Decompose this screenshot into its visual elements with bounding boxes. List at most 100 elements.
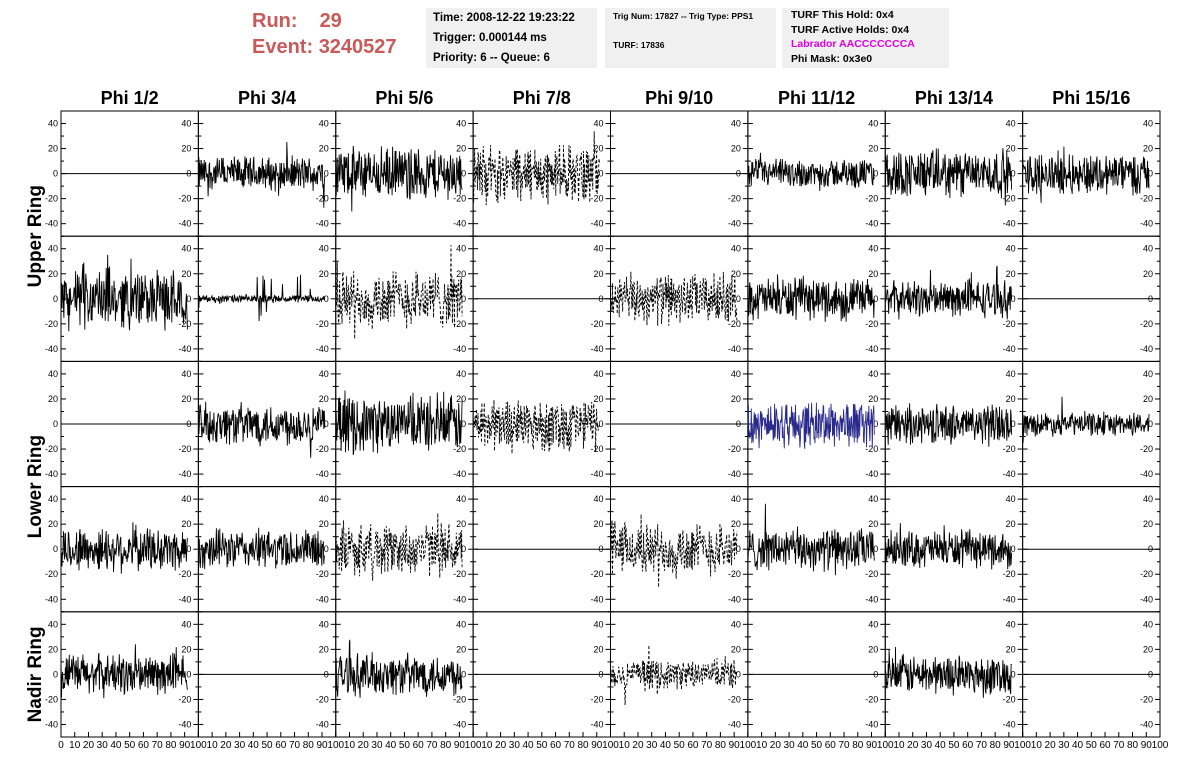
y-tick-label: 20: [319, 394, 329, 404]
x-tick-label: 10: [481, 740, 493, 751]
y-tick-label: -40: [316, 594, 329, 604]
x-tick-label: 100: [190, 740, 207, 751]
y-tick-label: -20: [453, 694, 466, 704]
x-tick-label: 100: [740, 740, 757, 751]
y-tick-label: -40: [728, 594, 741, 604]
y-tick-label: -40: [316, 344, 329, 354]
event-row: Event: 3240527: [252, 34, 397, 60]
y-tick-label: -20: [1140, 194, 1153, 204]
y-tick-label: -20: [45, 194, 58, 204]
y-tick-label: 20: [319, 519, 329, 529]
turf-info-box: TURF This Hold: 0x4 TURF Active Holds: 0…: [782, 8, 949, 68]
y-tick-label: -20: [1003, 194, 1016, 204]
y-tick-label: -40: [178, 719, 191, 729]
y-tick-label: -20: [590, 194, 603, 204]
y-tick-label: -20: [45, 444, 58, 454]
y-tick-label: 20: [868, 519, 878, 529]
run-event-box: Run: 29 Event: 3240527: [252, 8, 397, 60]
x-tick-label: 90: [729, 740, 741, 751]
y-tick-label: 40: [48, 619, 58, 629]
y-tick-label: -40: [590, 469, 603, 479]
x-tick-label: 40: [797, 740, 809, 751]
column-header: Phi 15/16: [1052, 88, 1130, 108]
y-tick-label: 0: [736, 669, 741, 679]
y-tick-label: 40: [731, 494, 741, 504]
event-value: 3240527: [318, 36, 397, 58]
x-tick-label: 20: [1045, 740, 1057, 751]
y-tick-label: 40: [593, 369, 603, 379]
trig-info-box: Trig Num: 17827 -- Trig Type: PPS1 TURF:…: [605, 8, 776, 68]
y-tick-label: -20: [45, 569, 58, 579]
y-tick-label: -20: [1003, 694, 1016, 704]
y-tick-label: -20: [178, 569, 191, 579]
y-tick-label: 0: [1011, 669, 1016, 679]
y-tick-label: 20: [593, 144, 603, 154]
time-info-box: Time: 2008-12-22 19:23:22 Trigger: 0.000…: [426, 8, 597, 68]
y-tick-label: -20: [45, 319, 58, 329]
y-tick-label: 40: [181, 369, 191, 379]
y-tick-label: 0: [598, 169, 603, 179]
run-label: Run:: [252, 10, 298, 32]
y-tick-label: 40: [48, 494, 58, 504]
y-tick-label: -20: [1140, 444, 1153, 454]
y-tick-label: 0: [53, 294, 58, 304]
y-tick-label: 0: [461, 669, 466, 679]
y-tick-label: -40: [178, 469, 191, 479]
x-tick-label: 50: [948, 740, 960, 751]
x-tick-label: 90: [591, 740, 603, 751]
x-tick-label: 40: [935, 740, 947, 751]
y-tick-label: -40: [590, 594, 603, 604]
x-tick-label: 100: [602, 740, 619, 751]
waveform-trace: [1022, 396, 1150, 443]
y-tick-label: 20: [319, 269, 329, 279]
y-tick-label: 20: [593, 644, 603, 654]
y-tick-label: 40: [181, 619, 191, 629]
x-tick-label: 60: [1099, 740, 1111, 751]
y-tick-label: 40: [319, 119, 329, 129]
y-tick-label: 0: [324, 419, 329, 429]
y-tick-label: 20: [48, 519, 58, 529]
x-tick-label: 40: [248, 740, 260, 751]
y-tick-label: 40: [1006, 619, 1016, 629]
y-tick-label: 20: [456, 394, 466, 404]
x-tick-label: 10: [207, 740, 219, 751]
y-tick-label: 20: [48, 144, 58, 154]
y-tick-label: 0: [598, 419, 603, 429]
y-tick-label: -40: [45, 344, 58, 354]
y-tick-label: -40: [728, 344, 741, 354]
waveform-trace: [197, 274, 326, 322]
y-tick-label: 0: [461, 544, 466, 554]
y-tick-label: -20: [728, 444, 741, 454]
y-tick-label: 20: [731, 519, 741, 529]
y-tick-label: -20: [1140, 319, 1153, 329]
x-tick-label: 30: [1058, 740, 1070, 751]
y-tick-label: -40: [1140, 219, 1153, 229]
y-tick-label: 40: [456, 119, 466, 129]
y-tick-label: 20: [1143, 394, 1153, 404]
y-tick-label: -40: [1003, 219, 1016, 229]
row-label: Lower Ring: [25, 435, 46, 538]
y-tick-label: 40: [1006, 369, 1016, 379]
y-tick-label: 0: [873, 419, 878, 429]
y-tick-label: 0: [53, 544, 58, 554]
x-tick-label: 10: [344, 740, 356, 751]
y-tick-label: -40: [1003, 344, 1016, 354]
y-tick-label: 0: [53, 669, 58, 679]
y-tick-label: 40: [731, 119, 741, 129]
x-tick-label: 50: [674, 740, 686, 751]
y-tick-label: 20: [1006, 644, 1016, 654]
x-tick-label: 40: [110, 740, 122, 751]
y-tick-label: 0: [1011, 294, 1016, 304]
y-tick-label: -20: [1003, 569, 1016, 579]
panel-frame: [610, 611, 749, 738]
y-tick-label: 20: [181, 644, 191, 654]
y-tick-label: 0: [53, 169, 58, 179]
y-tick-label: -20: [316, 694, 329, 704]
x-tick-label: 30: [234, 740, 246, 751]
y-tick-label: 20: [731, 144, 741, 154]
y-tick-label: 40: [1006, 244, 1016, 254]
y-tick-label: 0: [53, 419, 58, 429]
waveform-trace: [610, 645, 738, 706]
y-tick-label: -40: [1003, 469, 1016, 479]
y-tick-label: -20: [453, 319, 466, 329]
